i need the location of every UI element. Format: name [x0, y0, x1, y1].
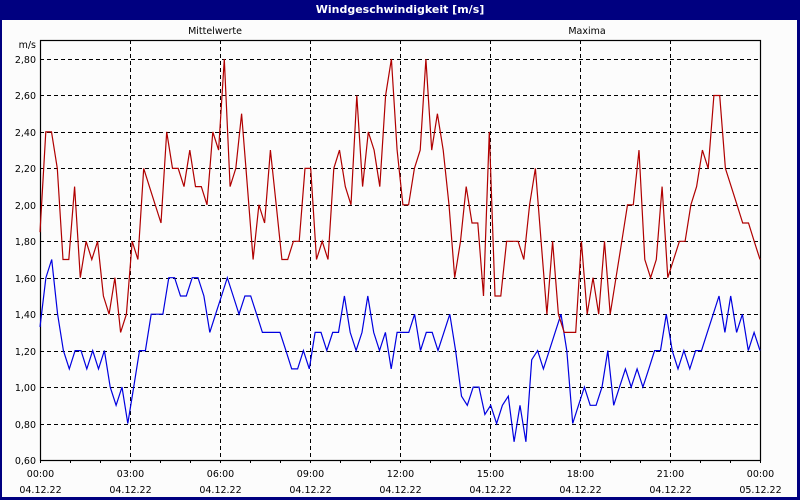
x-tick-time: 03:00 [117, 469, 144, 480]
y-tick-label: 2,40 [15, 128, 36, 139]
x-tick-time: 12:00 [387, 469, 414, 480]
x-tick-date: 04.12.22 [289, 485, 331, 496]
y-tick-label: 2,20 [15, 164, 36, 175]
y-tick-label: 2,00 [15, 201, 36, 212]
x-tick-date: 05.12.22 [739, 485, 781, 496]
y-axis-unit: m/s [19, 40, 36, 51]
y-tick-label: 1,80 [15, 237, 36, 248]
x-tick-time: 00:00 [747, 469, 774, 480]
chart-frame [2, 20, 797, 497]
x-tick-date: 04.12.22 [19, 485, 61, 496]
y-tick-label: 0,80 [15, 420, 36, 431]
x-tick-date: 04.12.22 [199, 485, 241, 496]
y-tick-label: 1,20 [15, 347, 36, 358]
y-tick-label: 2,60 [15, 91, 36, 102]
x-tick-time: 06:00 [207, 469, 234, 480]
x-tick-time: 15:00 [477, 469, 504, 480]
window-title: Windgeschwindigkeit [m/s] [0, 0, 800, 20]
x-tick-date: 04.12.22 [379, 485, 421, 496]
y-tick-label: 1,00 [15, 383, 36, 394]
series-line-mittelwerte [39, 259, 761, 442]
x-tick-time: 00:00 [27, 469, 54, 480]
y-tick-label: 1,60 [15, 274, 36, 285]
x-tick-time: 21:00 [657, 469, 684, 480]
x-tick-date: 04.12.22 [469, 485, 511, 496]
legend-mittelwerte: Mittelwerte [188, 26, 242, 37]
plot-border [39, 39, 762, 462]
x-tick-date: 04.12.22 [109, 485, 151, 496]
legend-maxima: Maxima [568, 26, 605, 37]
series-line-maxima [39, 58, 761, 333]
x-tick-date: 04.12.22 [649, 485, 691, 496]
y-tick-label: 2,80 [15, 55, 36, 66]
x-tick-time: 18:00 [567, 469, 594, 480]
y-tick-label: 1,40 [15, 310, 36, 321]
x-tick-time: 09:00 [297, 469, 324, 480]
y-tick-label: 0,60 [15, 456, 36, 467]
x-tick-date: 04.12.22 [559, 485, 601, 496]
